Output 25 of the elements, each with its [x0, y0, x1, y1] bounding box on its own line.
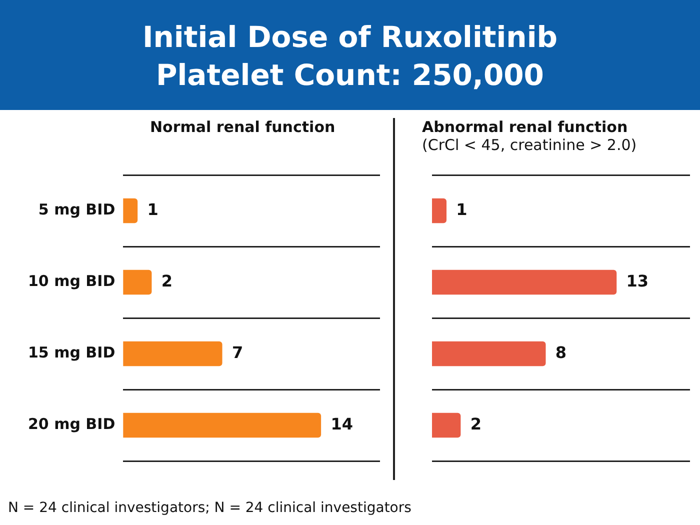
- bar: [432, 412, 461, 438]
- chart-title: Initial Dose of Ruxolitinib: [141, 19, 559, 56]
- data-label: 14: [330, 414, 353, 434]
- data-label: 1: [456, 200, 468, 219]
- text: N = 24 clinical investigators; N = 24 clinical investigators: [8, 500, 412, 516]
- data-label: 8: [555, 342, 567, 362]
- data-label: 2: [470, 414, 482, 434]
- y-tick-label: 20 mg BID: [28, 415, 116, 434]
- data-label: 2: [161, 271, 173, 290]
- text: Abnormal renal function (CrCl < 45, creatinine > 2.0): [422, 118, 637, 154]
- bar: [123, 341, 222, 366]
- bar: [123, 198, 138, 224]
- y-tick-label: 10 mg BID: [28, 272, 116, 290]
- text: Normal renal function: [150, 118, 336, 136]
- data-label: 7: [232, 342, 244, 362]
- bar: [432, 341, 546, 366]
- data-label: 1: [147, 200, 158, 219]
- y-tick-label: 15 mg BID: [28, 344, 116, 362]
- bar: [123, 270, 152, 295]
- y-tick-label: 5 mg BID: [38, 200, 116, 219]
- data-label: 13: [626, 271, 649, 290]
- bar: [123, 412, 322, 438]
- chart-subtitle: Platelet Count: 250,000: [154, 57, 545, 94]
- bar: [432, 270, 617, 295]
- bar: [432, 198, 447, 224]
